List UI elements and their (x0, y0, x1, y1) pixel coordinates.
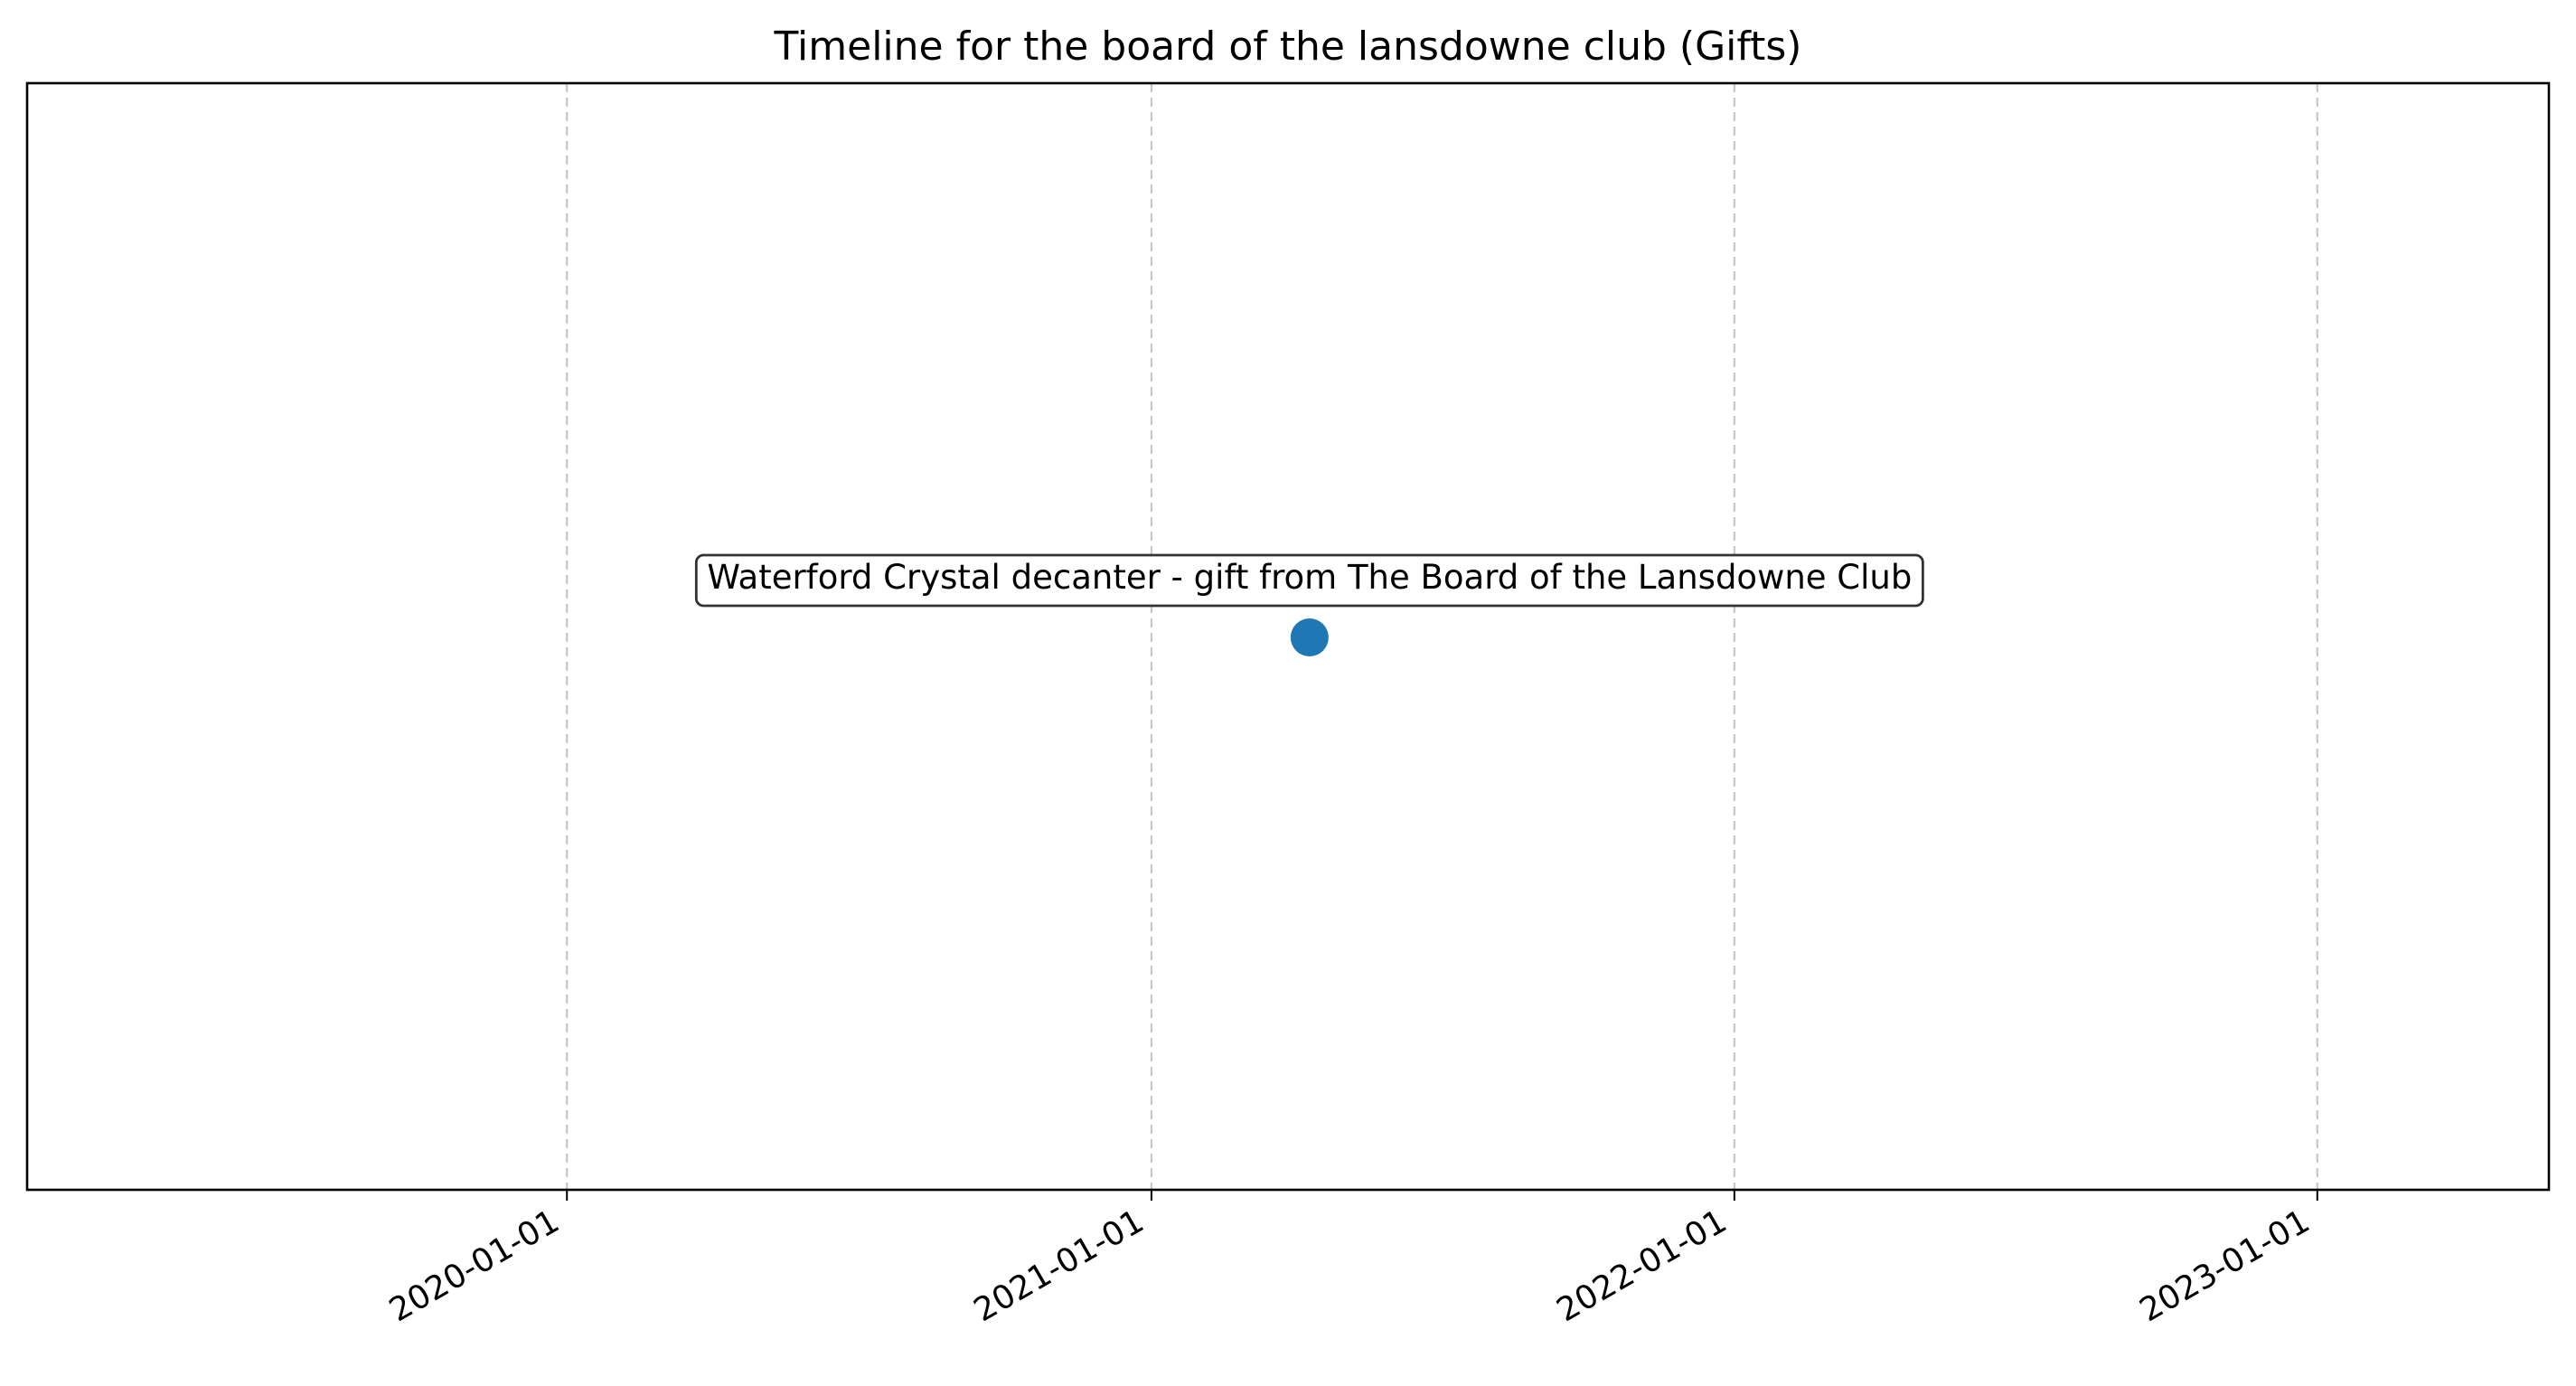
chart-title: Timeline for the board of the lansdowne … (774, 24, 1802, 70)
grid-lines (566, 83, 2318, 1190)
data-points (1290, 618, 1329, 656)
annotation-text: Waterford Crystal decanter - gift from T… (707, 558, 1912, 597)
annotations: Waterford Crystal decanter - gift from T… (694, 553, 1924, 608)
data-point-marker (1290, 618, 1329, 656)
annotation-label: Waterford Crystal decanter - gift from T… (694, 553, 1924, 608)
annotation-box (694, 553, 1924, 608)
plot-frame (25, 81, 2551, 1192)
